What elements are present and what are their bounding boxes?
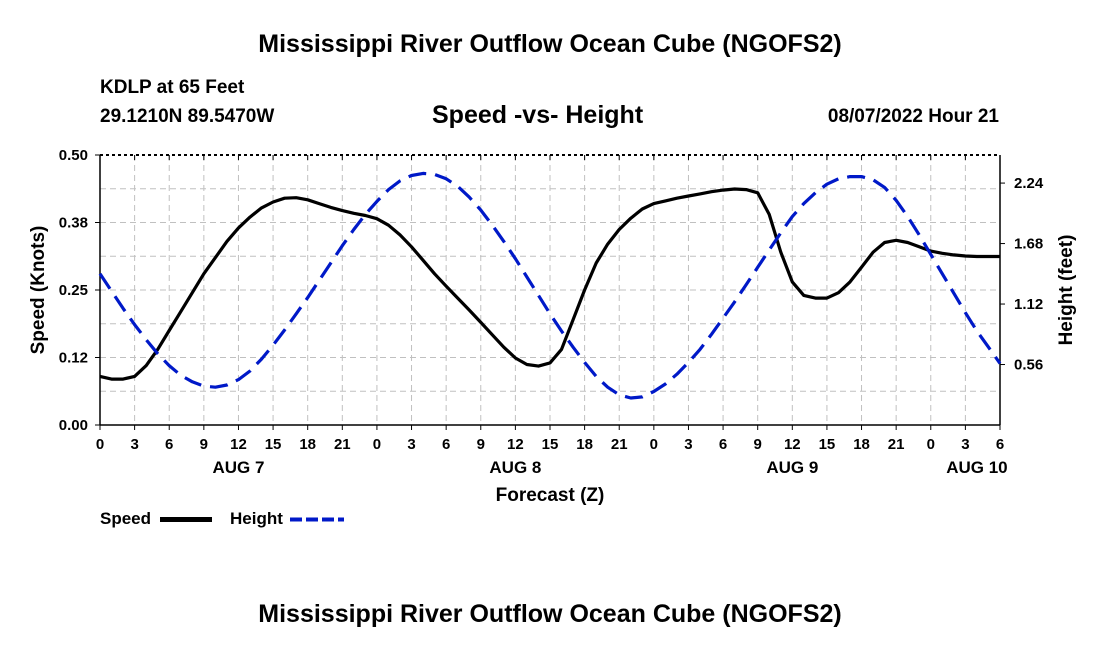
y-tick-label: 0.12 bbox=[59, 350, 88, 367]
x-tick-label: 3 bbox=[684, 436, 692, 453]
x-tick-label: 21 bbox=[334, 436, 351, 453]
date-label: AUG 7 bbox=[212, 458, 264, 477]
x-tick-label: 0 bbox=[927, 436, 935, 453]
y2-axis-title: Height (feet) bbox=[1056, 235, 1077, 346]
date-label: AUG 10 bbox=[946, 458, 1007, 477]
series-line-speed bbox=[99, 187, 1000, 381]
footer-title: Mississippi River Outflow Ocean Cube (NG… bbox=[258, 600, 842, 628]
date-label: AUG 8 bbox=[489, 458, 541, 477]
x-tick-label: 3 bbox=[961, 436, 969, 453]
x-tick-label: 12 bbox=[507, 436, 524, 453]
x-tick-label: 0 bbox=[650, 436, 658, 453]
x-axis-title: Forecast (Z) bbox=[496, 485, 605, 506]
x-tick-label: 15 bbox=[542, 436, 559, 453]
x-tick-label: 3 bbox=[407, 436, 415, 453]
x-tick-label: 6 bbox=[442, 436, 450, 453]
station-coordinates: 29.1210N 89.5470W bbox=[100, 106, 275, 127]
legend-speed-label: Speed bbox=[100, 509, 152, 528]
legend-height-swatch bbox=[290, 517, 344, 522]
x-tick-label: 6 bbox=[719, 436, 727, 453]
x-tick-label: 6 bbox=[996, 436, 1004, 453]
forecast-datetime: 08/07/2022 Hour 21 bbox=[827, 106, 999, 127]
y2-tick-label: 1.68 bbox=[1014, 236, 1043, 253]
y-tick-label: 0.50 bbox=[59, 147, 88, 164]
legend-height-label: Height bbox=[230, 509, 283, 528]
chart-title: Mississippi River Outflow Ocean Cube (NG… bbox=[258, 30, 842, 58]
station-label: KDLP at 65 Feet bbox=[100, 77, 245, 98]
x-tick-label: 9 bbox=[754, 436, 762, 453]
x-tick-label: 15 bbox=[265, 436, 282, 453]
y2-tick-label: 2.24 bbox=[1014, 175, 1044, 192]
x-tick-label: 12 bbox=[784, 436, 801, 453]
y-tick-label: 0.25 bbox=[59, 282, 88, 299]
x-tick-label: 21 bbox=[888, 436, 905, 453]
x-tick-label: 0 bbox=[96, 436, 104, 453]
x-tick-label: 18 bbox=[853, 436, 870, 453]
y-tick-label: 0.00 bbox=[59, 417, 88, 434]
x-tick-label: 9 bbox=[200, 436, 208, 453]
x-tick-label: 3 bbox=[130, 436, 138, 453]
x-tick-label: 12 bbox=[230, 436, 247, 453]
y-axis-title: Speed (Knots) bbox=[28, 226, 49, 355]
date-label: AUG 9 bbox=[766, 458, 818, 477]
x-tick-label: 6 bbox=[165, 436, 173, 453]
x-tick-label: 21 bbox=[611, 436, 628, 453]
y2-tick-label: 0.56 bbox=[1014, 357, 1043, 374]
y2-tick-label: 1.12 bbox=[1014, 296, 1043, 313]
x-tick-label: 18 bbox=[576, 436, 593, 453]
y-tick-label: 0.38 bbox=[59, 215, 88, 232]
series-line-height bbox=[98, 171, 1002, 400]
chart-subtitle: Speed -vs- Height bbox=[432, 101, 644, 129]
x-tick-label: 15 bbox=[819, 436, 836, 453]
x-tick-label: 18 bbox=[299, 436, 316, 453]
legend-speed-swatch bbox=[160, 517, 212, 522]
x-tick-label: 9 bbox=[477, 436, 485, 453]
x-tick-label: 0 bbox=[373, 436, 381, 453]
